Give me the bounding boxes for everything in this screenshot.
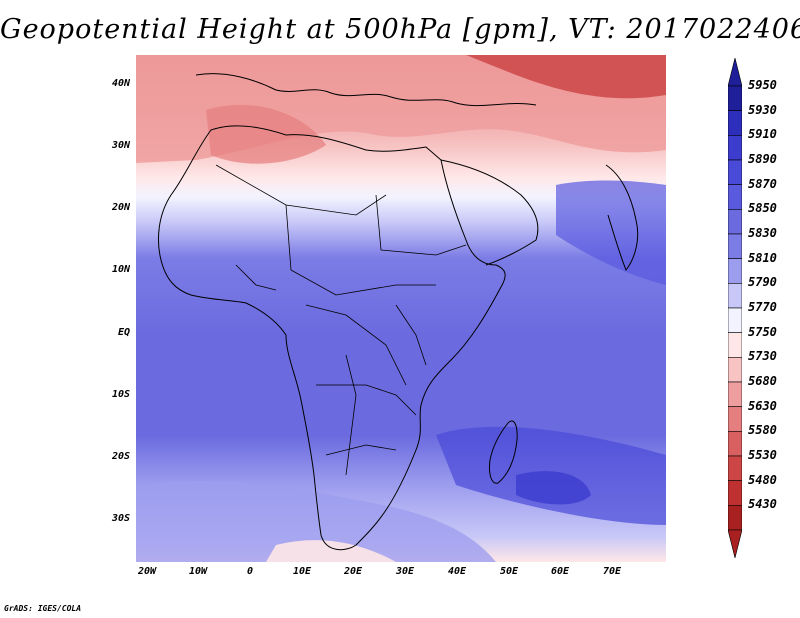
- colorbar-label: 5770: [748, 300, 777, 314]
- colorbar: [728, 58, 742, 558]
- colorbar-label: 5430: [748, 497, 777, 512]
- colorbar-cell: [728, 85, 742, 111]
- south-pink-zone: [266, 540, 396, 562]
- europe-coast: [195, 73, 537, 107]
- colorbar-cell: [728, 184, 742, 210]
- madagascar-outline: [489, 420, 518, 484]
- lat-label-30n: 30N: [111, 140, 130, 151]
- colorbar-cell: [728, 283, 742, 309]
- lon-label-70e: 70E: [602, 566, 622, 577]
- colorbar-cell: [728, 135, 742, 161]
- colorbar-cell: [728, 332, 742, 358]
- lon-label-20e: 20E: [343, 566, 363, 577]
- northwest-dark-red-zone: [206, 104, 326, 164]
- india-outline: [605, 164, 639, 271]
- lat-label-10s: 10S: [111, 389, 130, 400]
- colorbar-cell: [728, 209, 742, 235]
- colorbar-cell: [728, 406, 742, 432]
- colorbar-cell: [728, 307, 742, 333]
- lon-label-0: 0: [246, 566, 254, 577]
- arabian-blue-zone: [556, 180, 666, 285]
- colorbar-label: 5910: [748, 127, 777, 142]
- colorbar-label: 5580: [748, 423, 777, 438]
- colorbar-label: 5830: [748, 226, 777, 240]
- colorbar-label: 5750: [748, 324, 777, 339]
- colorbar-cell: [728, 431, 742, 457]
- indian-ocean-core: [516, 471, 591, 505]
- colorbar-cell: [728, 159, 742, 185]
- colorbar-cell: [728, 505, 742, 531]
- colorbar-label: 5930: [748, 102, 777, 117]
- lon-label-10w: 10W: [188, 566, 208, 577]
- lon-label-30e: 30E: [395, 566, 415, 577]
- lon-label-20w: 20W: [137, 566, 157, 577]
- lon-label-10e: 10E: [292, 566, 312, 577]
- colorbar-top-arrow: [728, 58, 742, 87]
- credit-text: GrADS: IGES/COLA: [4, 604, 82, 613]
- map-field: [136, 55, 666, 562]
- country-borders: [215, 164, 467, 476]
- colorbar-cell: [728, 357, 742, 383]
- colorbar-label: 5630: [748, 398, 777, 413]
- chart-title: Geopotential Height at 500hPa [gpm], VT:…: [0, 14, 800, 45]
- colorbar-bottom-arrow: [728, 529, 742, 558]
- lon-label-60e: 60E: [550, 566, 570, 577]
- colorbar-label: 5730: [748, 349, 777, 364]
- colorbar-label: 5810: [748, 250, 777, 265]
- south-light-zone: [136, 480, 496, 562]
- colorbar-label: 5680: [748, 374, 777, 388]
- lat-label-20s: 20S: [111, 451, 130, 462]
- lon-label-40e: 40E: [447, 566, 467, 577]
- colorbar-cell: [728, 233, 742, 259]
- lon-label-50e: 50E: [499, 566, 519, 577]
- colorbar-label: 5890: [748, 152, 777, 166]
- colorbar-label: 5870: [748, 176, 777, 191]
- lat-label-20n: 20N: [111, 202, 130, 213]
- colorbar-cell: [728, 381, 742, 407]
- colorbar-label: 5950: [748, 78, 777, 92]
- colorbar-label: 5850: [748, 201, 777, 216]
- lat-label-eq: EQ: [117, 327, 130, 338]
- colorbar-cell: [728, 258, 742, 284]
- geopotential-map: [136, 55, 666, 562]
- colorbar-label: 5530: [748, 448, 777, 462]
- lat-label-30s: 30S: [111, 513, 130, 524]
- colorbar-cell: [728, 480, 742, 506]
- lat-label-40n: 40N: [111, 78, 130, 89]
- africa-coastline: [157, 125, 506, 551]
- colorbar-cell: [728, 110, 742, 136]
- colorbar-label: 5790: [748, 275, 777, 290]
- colorbar-cell: [728, 455, 742, 481]
- arabia-outline: [440, 159, 539, 266]
- lat-label-10n: 10N: [111, 264, 130, 275]
- colorbar-label: 5480: [748, 472, 777, 487]
- north-dark-red-zone: [466, 55, 666, 99]
